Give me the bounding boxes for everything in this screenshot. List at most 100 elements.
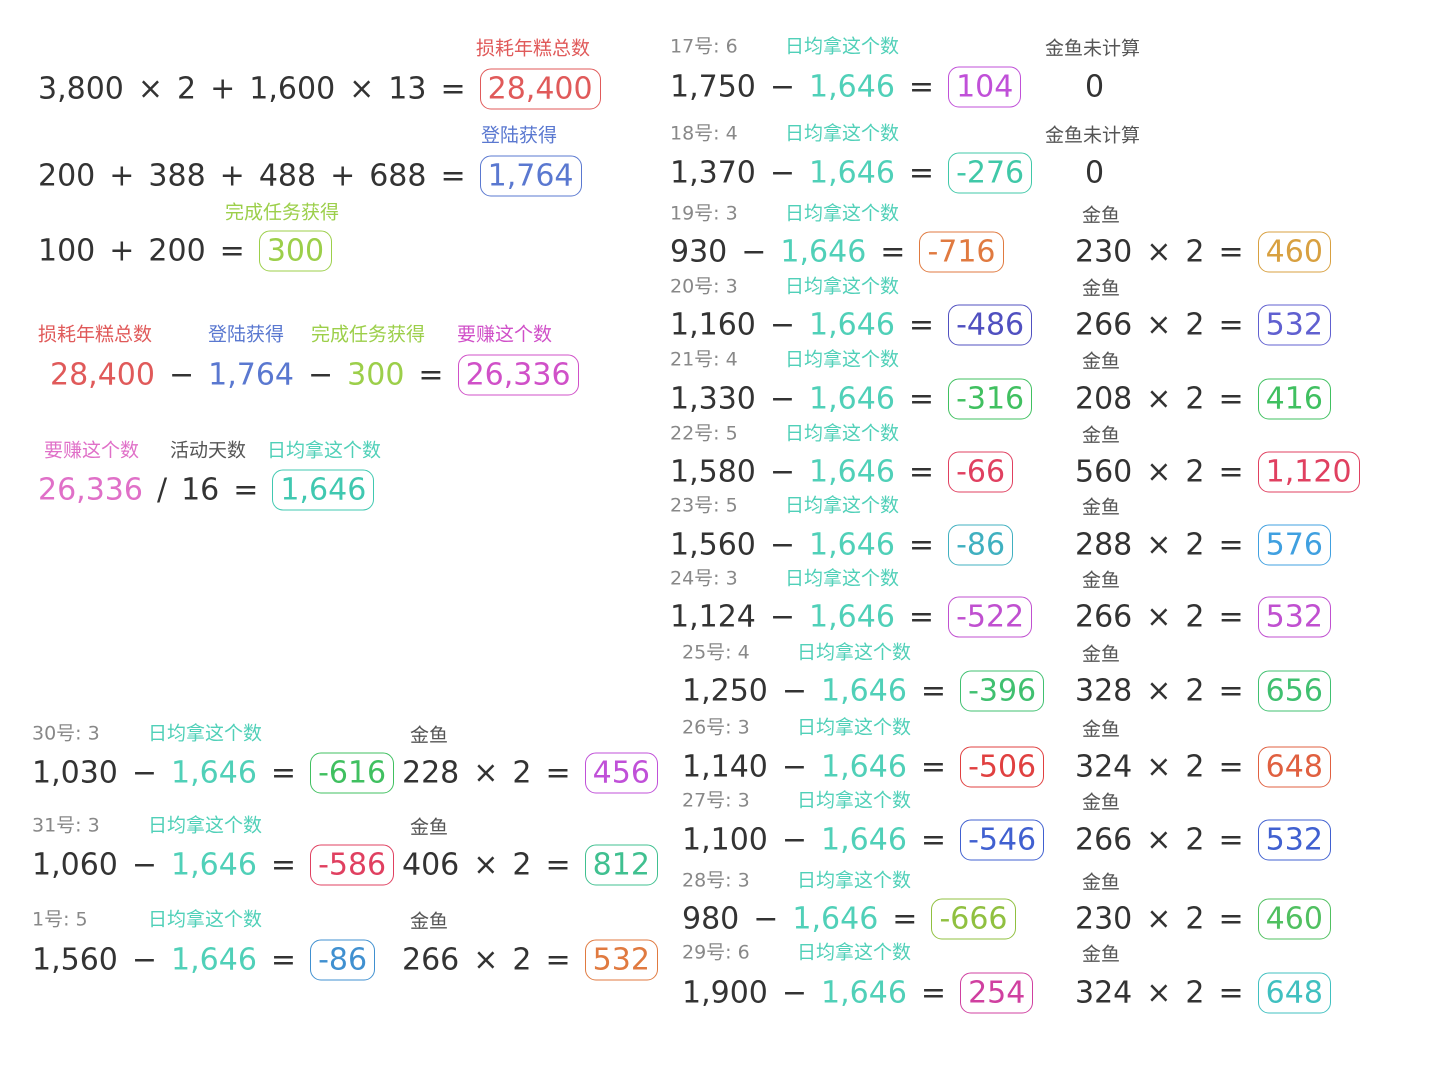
fish-label: 金鱼	[1082, 350, 1121, 373]
term: =	[920, 975, 947, 1011]
term: 1,646	[171, 942, 257, 978]
term: ×	[1146, 527, 1172, 563]
term: 1,160	[670, 307, 756, 343]
label: 完成任务获得	[311, 323, 426, 346]
term: 406	[402, 847, 460, 883]
equation: 1,560−1,646 = -86	[670, 524, 1014, 566]
fish-label: 金鱼未计算	[1045, 124, 1141, 147]
term: =	[1218, 527, 1244, 563]
term: −	[781, 749, 808, 785]
result-box: -616	[310, 752, 395, 794]
term: 266	[1075, 307, 1133, 343]
term: 980	[682, 901, 740, 937]
term: =	[1218, 454, 1244, 490]
term: 230	[1075, 234, 1133, 270]
term: −	[741, 234, 767, 270]
term: 266	[1075, 599, 1133, 635]
day-label: 24号: 3	[670, 567, 738, 590]
result-box: -86	[310, 939, 376, 981]
day-label: 19号: 3	[670, 202, 738, 225]
term: 2	[1185, 822, 1205, 858]
term: 3,800	[38, 71, 124, 107]
fish-label: 金鱼	[1082, 569, 1121, 592]
term: ×	[1146, 901, 1172, 937]
term: 26,336	[38, 472, 143, 508]
result-box: 648	[1257, 972, 1331, 1014]
term: 2	[1185, 901, 1205, 937]
equation: 208 × 2 = 416	[1075, 378, 1331, 420]
term: −	[753, 901, 779, 937]
term: 1,330	[670, 381, 756, 417]
term: 288	[1075, 527, 1133, 563]
fish-label: 金鱼未计算	[1045, 37, 1141, 60]
term: =	[920, 749, 947, 785]
term: 0	[1085, 155, 1105, 191]
term: ×	[473, 755, 499, 791]
label: 要赚这个数	[44, 439, 140, 462]
term: =	[545, 942, 571, 978]
equation: 1,140−1,646 = -506	[682, 746, 1045, 788]
avg-label: 日均拿这个数	[785, 275, 900, 298]
result-box: -396	[960, 670, 1045, 712]
term: 2	[1185, 673, 1205, 709]
term: +	[219, 158, 245, 194]
fish-label: 金鱼	[1082, 943, 1121, 966]
avg-label: 日均拿这个数	[785, 35, 900, 58]
term: =	[1218, 381, 1244, 417]
term: −	[131, 942, 158, 978]
avg-label: 日均拿这个数	[785, 567, 900, 590]
term: =	[908, 381, 935, 417]
term: 2	[1185, 381, 1205, 417]
equation: 266 × 2 = 532	[1075, 596, 1331, 638]
equation: 266 × 2 = 532	[402, 939, 658, 981]
result-box: 812	[584, 844, 658, 886]
term: ×	[1146, 381, 1172, 417]
term: 1,030	[32, 755, 118, 791]
term: 1,646	[792, 901, 879, 937]
term: =	[219, 233, 245, 269]
term: ×	[1146, 749, 1172, 785]
term: 200	[148, 233, 206, 269]
equation: 288 × 2 = 576	[1075, 524, 1331, 566]
fish-label: 金鱼	[410, 724, 449, 747]
term: 1,060	[32, 847, 118, 883]
equation: 1,900−1,646 = 254	[682, 972, 1034, 1014]
term: ×	[1146, 454, 1172, 490]
term: 16	[181, 472, 220, 508]
term: =	[545, 847, 571, 883]
avg-label: 日均拿这个数	[797, 789, 912, 812]
result-box: 576	[1257, 524, 1331, 566]
term: 488	[258, 158, 317, 194]
term: 2	[512, 847, 532, 883]
fish-label: 金鱼	[410, 816, 449, 839]
day-label: 30号: 3	[32, 722, 100, 745]
result-box: 254	[960, 972, 1034, 1014]
equation: 1,750−1,646 = 104	[670, 66, 1022, 108]
fish-label: 金鱼	[410, 910, 449, 933]
term: −	[131, 755, 158, 791]
fish-label: 金鱼	[1082, 718, 1121, 741]
result-box: -506	[960, 746, 1045, 788]
term: −	[769, 454, 796, 490]
term: 1,646	[809, 155, 895, 191]
term: 28,400	[50, 357, 155, 393]
term: =	[270, 942, 297, 978]
term: 1,646	[821, 749, 907, 785]
result-box: 416	[1257, 378, 1331, 420]
result-box: -316	[948, 378, 1033, 420]
avg-label: 日均拿这个数	[785, 122, 900, 145]
label: 完成任务获得	[225, 201, 340, 224]
result-box: 28,400	[479, 68, 601, 110]
term: 2	[512, 942, 532, 978]
result-box: -716	[919, 231, 1004, 273]
result-box: -86	[948, 524, 1014, 566]
term: =	[908, 155, 935, 191]
equation: 266 × 2 = 532	[1075, 304, 1331, 346]
term: =	[1218, 822, 1244, 858]
equation: 266 × 2 = 532	[1075, 819, 1331, 861]
term: 560	[1075, 454, 1133, 490]
fish-label: 金鱼	[1082, 496, 1121, 519]
term: −	[769, 307, 796, 343]
result-box: 532	[1257, 596, 1331, 638]
